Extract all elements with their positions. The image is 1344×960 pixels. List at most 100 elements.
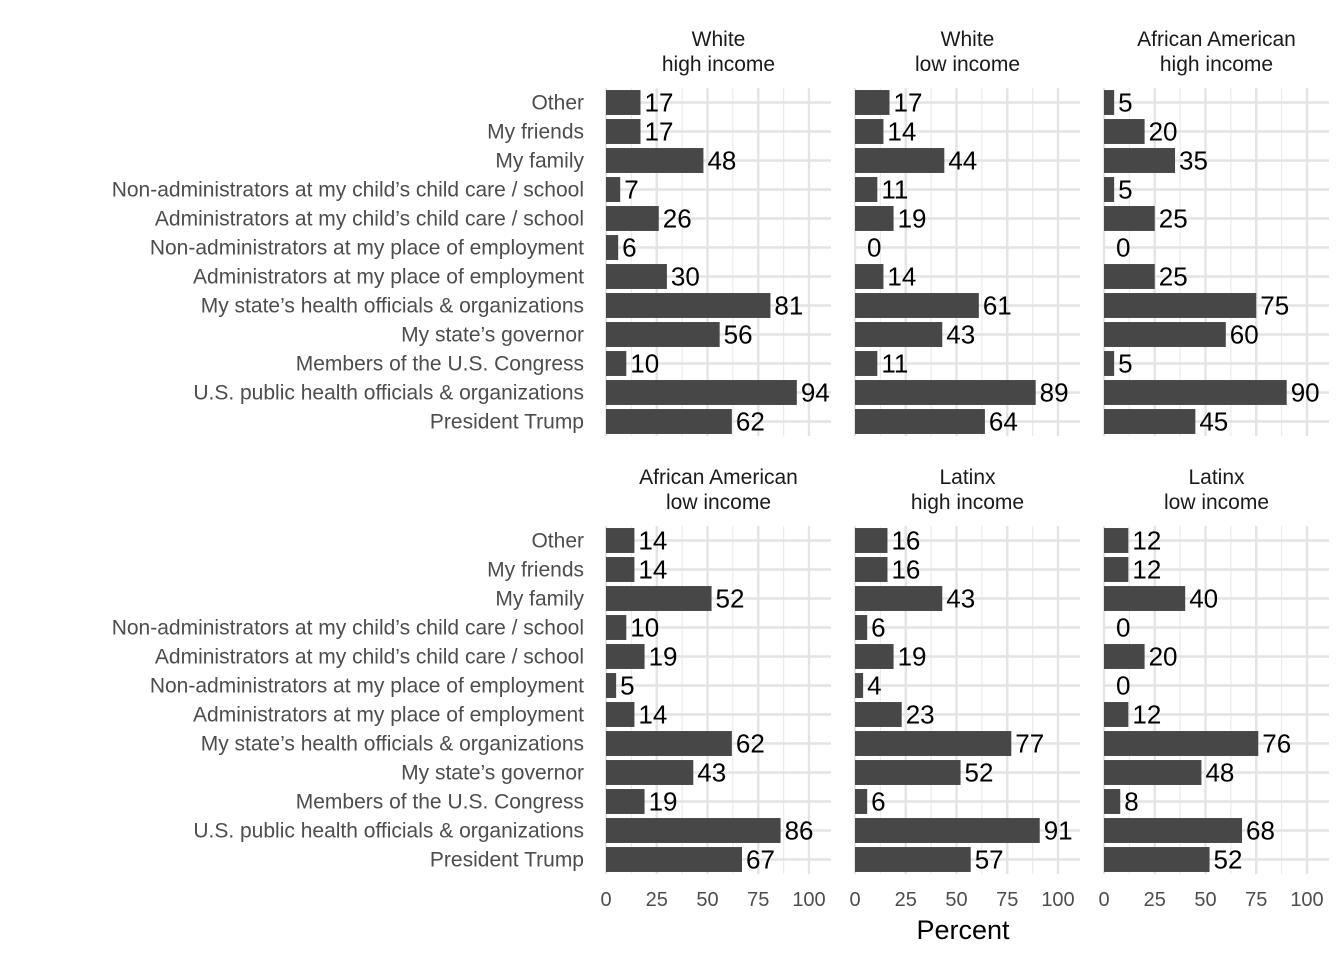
bar [855,206,894,231]
bar [606,380,797,405]
data-label: 17 [645,88,674,118]
data-label: 43 [697,758,726,788]
data-label: 19 [649,642,678,672]
bar [606,615,627,640]
bar [1104,557,1129,582]
facet-title-line1: White [692,28,746,51]
category-label: Other [531,530,584,553]
bar [855,264,884,289]
facet-title-line2: low income [666,491,771,514]
data-label: 75 [1260,291,1289,321]
bar [855,644,894,669]
bar [1104,293,1257,318]
x-tick-label: 0 [1098,889,1109,911]
x-tick-label: 25 [895,889,917,911]
bar [855,322,943,347]
category-label: U.S. public health officials & organizat… [193,382,584,405]
bar [1104,351,1115,376]
data-label: 20 [1149,642,1178,672]
category-label: Members of the U.S. Congress [296,791,584,814]
facet-title-line2: high income [911,491,1024,514]
x-tick-label: 25 [646,889,668,911]
bar [606,789,645,814]
x-tick-label: 100 [1290,889,1323,911]
bar [606,148,704,173]
facet-title-line2: high income [1160,53,1273,76]
bar [1104,818,1243,843]
data-label: 57 [975,845,1004,875]
data-label: 0 [1116,613,1130,643]
data-label: 17 [645,117,674,147]
bar [855,351,878,376]
category-label: Administrators at my child’s child care … [155,208,584,231]
bar [606,177,621,202]
data-label: 5 [620,671,634,701]
bar [1104,264,1155,289]
category-label: Other [531,92,584,115]
data-label: 12 [1132,526,1161,556]
bar [1104,731,1259,756]
x-tick-label: 75 [996,889,1018,911]
x-tick-label: 50 [696,889,718,911]
category-label: Non-administrators at my place of employ… [150,675,584,698]
data-label: 19 [649,787,678,817]
facet-title-line2: high income [662,53,775,76]
facet-title-line1: African American [639,466,798,489]
category-label: My state’s governor [401,324,584,347]
bar [1104,644,1145,669]
data-label: 23 [906,700,935,730]
bar [855,119,884,144]
data-label: 5 [1118,349,1132,379]
data-label: 52 [716,584,745,614]
data-label: 89 [1040,378,1069,408]
data-label: 5 [1118,88,1132,118]
bar [606,322,720,347]
category-label: My state’s health officials & organizati… [201,733,584,756]
data-label: 76 [1262,729,1291,759]
category-label: President Trump [430,411,584,434]
bar [606,264,667,289]
facet-title-line1: White [941,28,995,51]
category-label: Non-administrators at my place of employ… [150,237,584,260]
bar [606,557,635,582]
bar [606,293,771,318]
data-label: 0 [1116,233,1130,263]
data-label: 40 [1189,584,1218,614]
bar [1104,789,1121,814]
bar [606,235,619,260]
bar [606,409,732,434]
bar [1104,206,1155,231]
data-label: 68 [1246,816,1275,846]
bar [606,528,635,553]
data-label: 14 [638,555,667,585]
bar [855,557,888,582]
bar [855,177,878,202]
bar [1104,380,1287,405]
facet-title-line1: Latinx [939,466,996,489]
x-axis-title: Percent [916,915,1010,945]
data-label: 25 [1159,204,1188,234]
category-label: Administrators at my child’s child care … [155,646,584,669]
bar [606,760,694,785]
bar [1104,322,1226,347]
data-label: 81 [774,291,803,321]
bar [606,731,732,756]
bar [606,90,641,115]
bar [606,702,635,727]
data-label: 20 [1149,117,1178,147]
bar [606,586,712,611]
data-label: 62 [736,729,765,759]
data-label: 19 [898,642,927,672]
data-label: 77 [1015,729,1044,759]
x-tick-label: 25 [1144,889,1166,911]
x-tick-label: 100 [1041,889,1074,911]
bar [855,702,902,727]
data-label: 4 [867,671,881,701]
category-label: My friends [487,121,584,144]
category-label: Administrators at my place of employment [193,704,584,727]
x-tick-label: 0 [849,889,860,911]
bar [606,847,743,872]
